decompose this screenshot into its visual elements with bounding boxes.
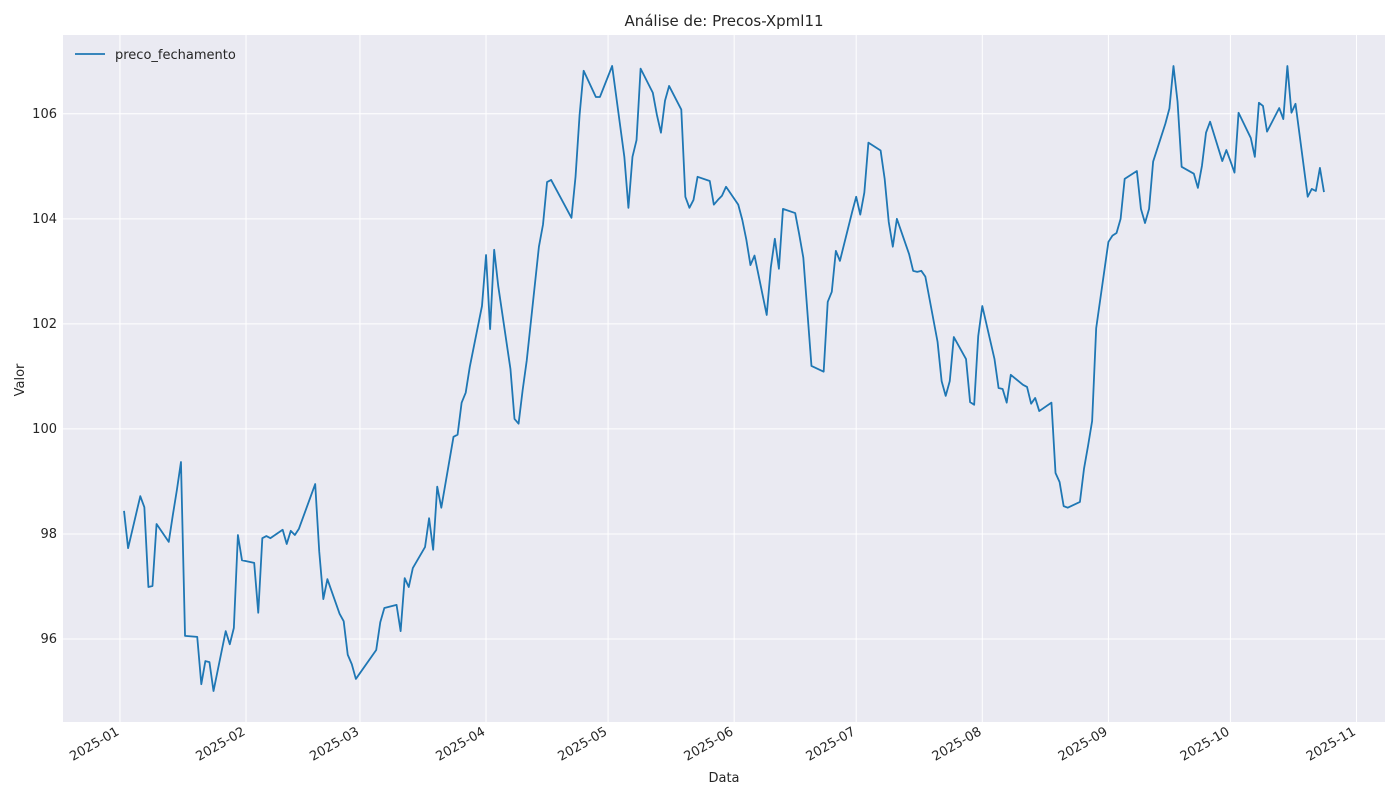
- y-tick-label: 102: [32, 317, 57, 332]
- x-tick-label: 2025-02: [193, 724, 248, 764]
- y-tick-label: 100: [32, 422, 57, 437]
- x-tick-label: 2025-09: [1056, 724, 1111, 764]
- x-tick-label: 2025-03: [307, 724, 362, 764]
- y-tick-label: 98: [40, 527, 57, 542]
- y-tick-label: 106: [32, 107, 57, 122]
- y-tick-label: 104: [32, 212, 57, 227]
- x-axis-label: Data: [708, 771, 739, 786]
- marks: [123, 65, 1325, 692]
- legend-label: preco_fechamento: [115, 48, 236, 63]
- chart-title: Análise de: Precos-Xpml11: [624, 12, 823, 30]
- x-tick-label: 2025-08: [930, 724, 985, 764]
- x-tick-label: 2025-01: [67, 724, 122, 764]
- y-tick-label: 96: [40, 632, 57, 647]
- x-tick-label: 2025-04: [433, 724, 488, 764]
- x-tick-label: 2025-10: [1178, 724, 1233, 764]
- data-line: [123, 65, 1325, 692]
- x-tick-label: 2025-06: [682, 724, 737, 764]
- x-tick-label: 2025-05: [556, 724, 611, 764]
- x-tick-label: 2025-07: [804, 724, 859, 764]
- plot-area: [63, 35, 1385, 722]
- x-tick-label: 2025-11: [1304, 724, 1359, 764]
- grid: [63, 35, 1385, 722]
- y-axis-label: Valor: [13, 363, 28, 396]
